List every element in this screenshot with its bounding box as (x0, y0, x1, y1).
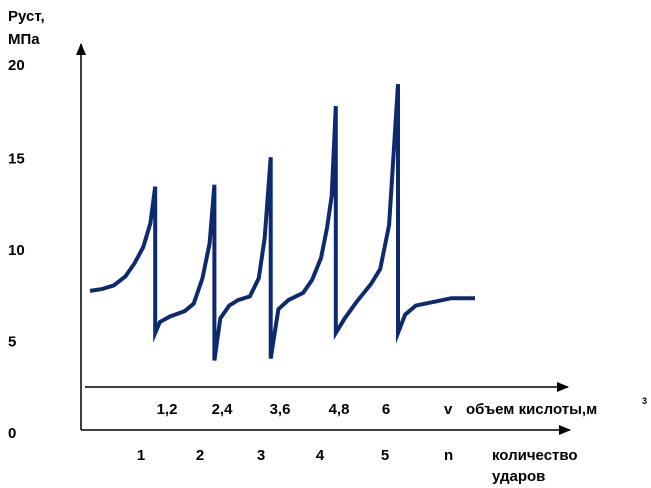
impact-tick-labels: 1 2 3 4 5 (137, 447, 389, 464)
impact-axis-symbol: n (444, 447, 453, 464)
y-tick-label: 5 (8, 334, 16, 351)
impact-tick-label: 5 (381, 447, 389, 464)
y-tick-label: 20 (8, 57, 25, 74)
y-tick-label: 10 (8, 242, 25, 259)
volume-axis-unit-superscript: 3 (642, 396, 647, 406)
impact-tick-label: 3 (257, 447, 265, 464)
impact-axis-label-line2: ударов (492, 468, 545, 485)
impact-tick-label: 4 (316, 447, 325, 464)
pressure-series-line (89, 83, 475, 361)
impact-tick-label: 2 (196, 447, 204, 464)
y-axis-label-line1: Руст, (8, 8, 45, 25)
y-tick-label: 15 (8, 151, 25, 168)
volume-tick-labels: 1,2 2,4 3,6 4,8 6 (157, 401, 391, 418)
y-tick-labels: 20 15 10 5 0 (8, 57, 25, 442)
impact-axis-label-line1: количество (492, 447, 578, 464)
volume-tick-label: 4,8 (329, 401, 350, 418)
volume-tick-label: 1,2 (157, 401, 178, 418)
volume-tick-label: 3,6 (270, 401, 291, 418)
impact-tick-label: 1 (137, 447, 145, 464)
volume-tick-label: 6 (382, 401, 390, 418)
y-tick-label: 0 (8, 425, 16, 442)
volume-axis-label: объем кислоты,м (466, 401, 597, 418)
y-axis-label-line2: МПа (8, 31, 40, 48)
series-layer (89, 83, 475, 361)
volume-tick-label: 2,4 (212, 401, 234, 418)
volume-axis-symbol: v (444, 401, 453, 418)
